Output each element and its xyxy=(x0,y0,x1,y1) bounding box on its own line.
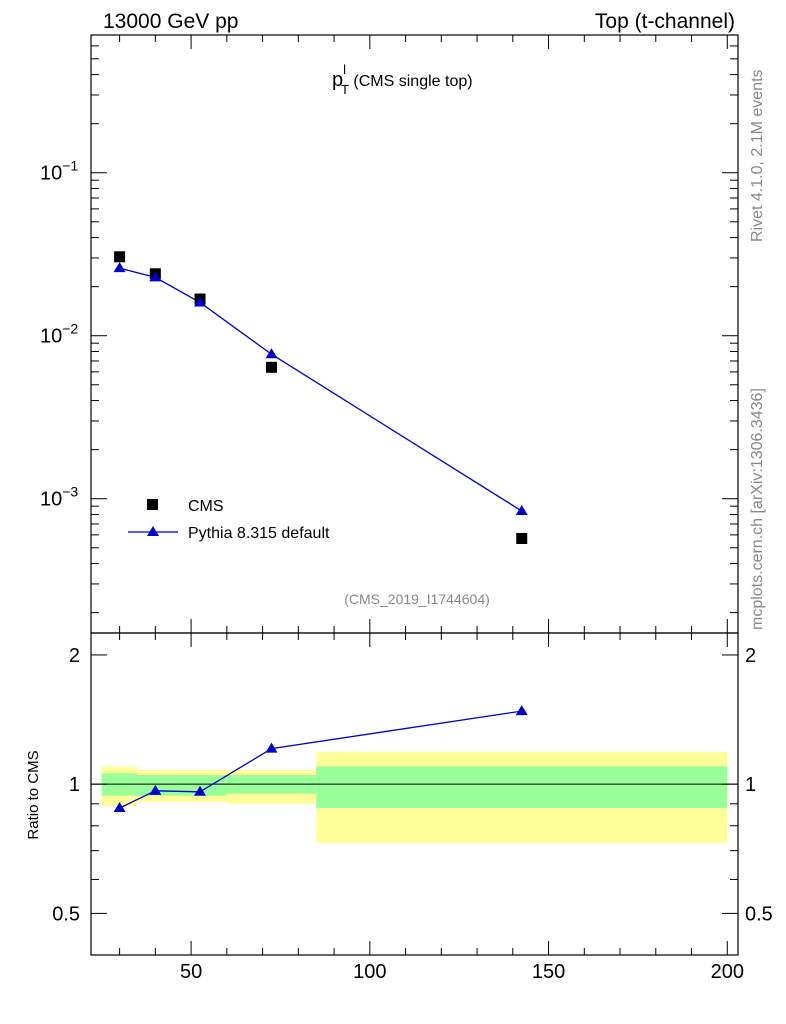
legend-cms-label: CMS xyxy=(188,498,224,515)
ratio-x-tick-labels: 50 100 150 200 xyxy=(180,961,744,983)
cms-point xyxy=(266,361,278,373)
stat-band-4 xyxy=(316,766,728,809)
legend: CMS Pythia 8.315 default xyxy=(128,498,330,542)
cms-data-points xyxy=(114,251,528,545)
title-main: p xyxy=(332,69,343,91)
ratio-ytick-label-left: 1 xyxy=(69,774,80,796)
ratio-ytick-label-right: 2 xyxy=(745,645,756,667)
header-right: Top (t-channel) xyxy=(595,10,735,33)
ratio-point xyxy=(194,785,207,796)
pythia-point xyxy=(113,262,126,273)
pythia-points xyxy=(113,262,528,516)
main-plot-frame xyxy=(90,34,739,634)
plot-title: pl T (CMS single top) xyxy=(332,62,473,97)
rivet-version-label: Rivet 4.1.0, 2.1M events xyxy=(749,69,766,242)
ratio-y-tick-labels: 0.5 0.5 1 1 2 2 xyxy=(52,645,773,925)
ratio-y-axis-title: Ratio to CMS xyxy=(25,750,42,839)
pythia-point xyxy=(149,271,162,282)
ratio-xtick-label: 100 xyxy=(353,961,386,983)
ratio-xtick-label: 200 xyxy=(711,961,744,983)
title-sub: T xyxy=(341,82,349,97)
title-sup: l xyxy=(343,62,346,77)
legend-cms-marker xyxy=(147,499,158,510)
analysis-label: (CMS_2019_I1744604) xyxy=(344,591,490,607)
cms-point xyxy=(114,251,126,263)
ratio-point xyxy=(515,705,528,716)
main-ytick-label: 10−3 xyxy=(40,484,78,511)
ratio-ytick-label-right: 0.5 xyxy=(745,903,773,925)
title-suffix: (CMS single top) xyxy=(349,73,473,90)
legend-pythia-label: Pythia 8.315 default xyxy=(188,525,330,542)
pythia-series-line xyxy=(119,267,523,512)
main-x-axis-ticks xyxy=(119,35,728,633)
ratio-y-axis-ticks xyxy=(91,654,738,914)
ratio-xtick-label: 50 xyxy=(180,961,202,983)
ratio-ytick-label-left: 2 xyxy=(69,645,80,667)
pythia-point xyxy=(515,505,528,516)
pythia-point xyxy=(194,296,207,307)
main-y-tick-labels: 10−1 10−2 10−3 xyxy=(40,158,78,511)
ratio-x-axis-ticks xyxy=(119,633,728,955)
ratio-plot-frame xyxy=(90,632,739,956)
mcplots-label: mcplots.cern.ch [arXiv:1306.3436] xyxy=(749,388,766,630)
stat-band-2 xyxy=(173,775,227,796)
pythia-point xyxy=(265,348,278,359)
ratio-ytick-label-right: 1 xyxy=(745,774,756,796)
ratio-point xyxy=(149,784,162,795)
ratio-point xyxy=(265,742,278,753)
main-y-axis-ticks xyxy=(91,45,738,614)
legend-pythia-marker xyxy=(147,526,159,536)
main-ytick-label: 10−1 xyxy=(40,158,78,185)
pythia-line xyxy=(119,267,523,512)
ratio-xtick-label: 150 xyxy=(532,961,565,983)
header-left: 13000 GeV pp xyxy=(103,10,238,33)
cms-point xyxy=(516,533,528,545)
main-ytick-label: 10−2 xyxy=(40,321,78,348)
ratio-pythia-points xyxy=(113,705,528,813)
ratio-point xyxy=(113,802,126,813)
ratio-ytick-label-left: 0.5 xyxy=(52,903,80,925)
